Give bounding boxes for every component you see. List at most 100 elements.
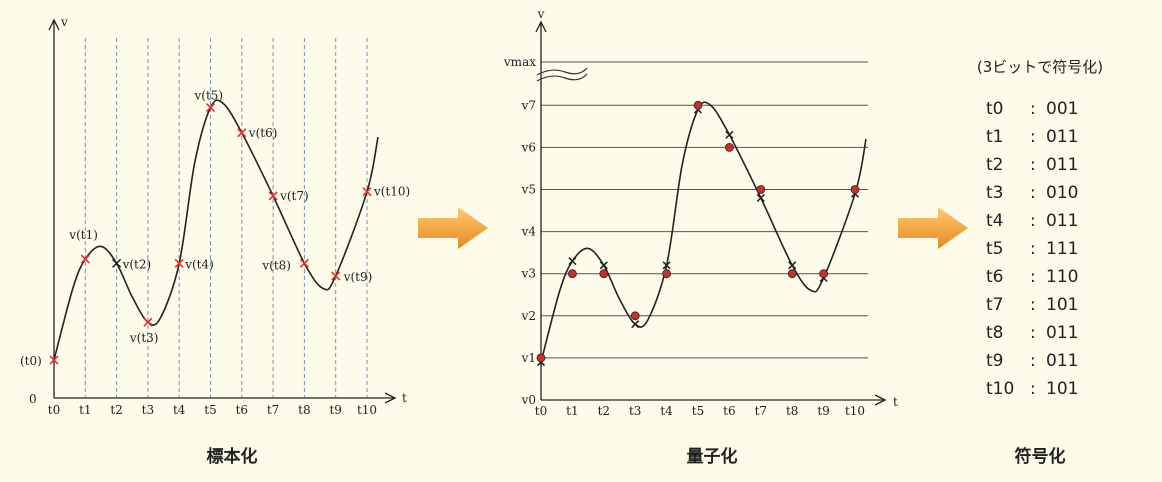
encoding-separator: :	[1030, 183, 1036, 203]
encoding-separator: :	[1030, 155, 1036, 175]
quantization-quantized-dot	[850, 185, 860, 194]
sampling-time-labels: t0 t1 t2 t3 t4 t5 t6 t7 t8 t9 t10	[48, 403, 377, 417]
encoding-separator: :	[1030, 351, 1036, 371]
sampling-x-axis-arrow	[384, 392, 397, 404]
quantization-quantized-dot	[599, 269, 609, 279]
encoding-row: t8: 011	[986, 323, 1078, 343]
sampling-sample-marker	[49, 355, 59, 365]
sampling-sample-marker	[112, 258, 122, 268]
quantization-time-label: t5	[692, 404, 704, 418]
quantization-time-label: t3	[629, 404, 641, 418]
quantization-time-labels: t0 t1 t2 t3 t4 t5 t6 t7 t8 t9 t10	[535, 404, 865, 418]
axis-break-mark	[536, 73, 588, 82]
sampling-sample-label: v(t7)	[279, 189, 309, 203]
encoding-separator: :	[1030, 379, 1036, 399]
encoding-code-value: 111	[1046, 239, 1078, 259]
sampling-time-gridlines	[84, 38, 368, 398]
sampling-time-label: t7	[267, 403, 279, 417]
quantization-actual-marker	[662, 261, 671, 270]
sampling-sample-marker-stroke	[299, 258, 309, 268]
sampling-sample-label: v(t4)	[184, 257, 214, 271]
encoding-time-label: t5	[986, 239, 1003, 259]
encoding-code-value: 010	[1046, 183, 1078, 203]
quantization-y-axis-arrow	[535, 20, 547, 33]
sampling-panel: v t 0 t0 t1 t2 t3 t4 t5 t6 t7 t8 t9 t10 (t0) v(t1) v…	[20, 15, 410, 467]
sampling-sample-marker-stroke	[237, 128, 247, 138]
encoding-row: t2: 011	[986, 155, 1078, 175]
quantization-actual-marker	[756, 193, 765, 202]
sampling-sample-marker	[299, 258, 309, 268]
quantization-actual-marker-stroke	[631, 320, 640, 329]
quantization-actual-marker-stroke	[788, 261, 797, 270]
encoding-header: (3ビットで符号化)	[977, 58, 1103, 76]
sampling-sample-marker-stroke	[143, 317, 153, 327]
quantization-quantized-dot	[568, 269, 577, 279]
quantization-actual-marker	[599, 261, 608, 270]
sampling-sample-marker	[80, 254, 90, 264]
quantization-quantized-dot	[819, 269, 828, 279]
quantization-level-label: v4	[521, 225, 537, 239]
sampling-sample-label: v(t2)	[122, 257, 152, 271]
quantization-time-label: t7	[755, 404, 767, 418]
arrow-right-icon	[898, 207, 968, 249]
quantization-actual-marker-stroke	[756, 193, 765, 202]
sampling-sample-marker-stroke	[112, 258, 122, 268]
quantization-quantized-dot	[756, 185, 766, 194]
sampling-signal-curve	[53, 99, 379, 361]
encoding-code-value: 001	[1046, 99, 1078, 119]
sampling-time-label: t9	[329, 403, 341, 417]
quantization-y-axis-label: v	[537, 7, 545, 21]
encoding-separator: :	[1030, 323, 1036, 343]
sampling-sample-marker-stroke	[331, 271, 341, 281]
sampling-time-label: t3	[142, 403, 154, 417]
sampling-time-label: t5	[204, 403, 216, 417]
encoding-separator: :	[1030, 295, 1036, 315]
encoding-separator: :	[1030, 127, 1036, 147]
sampling-sample-marker-stroke	[49, 355, 59, 365]
encoding-row: t1: 011	[986, 127, 1078, 147]
sampling-sample-label: v(t9)	[343, 270, 373, 284]
quantization-x-axis-label: t	[893, 395, 898, 409]
quantization-level-label: v5	[521, 183, 536, 197]
quantization-level-label: v6	[521, 140, 536, 154]
encoding-separator: :	[1030, 99, 1036, 119]
sampling-sample-label: v(t5)	[194, 89, 224, 103]
encoding-time-label: t4	[986, 211, 1003, 231]
sampling-sample-label: v(t8)	[261, 258, 291, 272]
sampling-y-axis-label: v	[60, 15, 68, 29]
encoding-time-label: t10	[986, 379, 1014, 399]
quantization-actual-marker	[788, 261, 797, 270]
encoding-row: t4: 011	[986, 211, 1078, 231]
quantization-level-label: v2	[521, 309, 536, 323]
sampling-sample-marker-stroke	[205, 102, 216, 113]
encoding-time-label: t1	[986, 127, 1003, 147]
quantization-x-axis-arrow	[874, 394, 887, 406]
sampling-sample-marker	[331, 271, 341, 281]
quantization-time-label: t6	[723, 404, 735, 418]
encoding-code-value: 101	[1046, 379, 1078, 399]
encoding-time-label: t2	[986, 155, 1003, 175]
encoding-time-label: t8	[986, 323, 1003, 343]
sampling-time-label: t10	[357, 403, 377, 417]
sampling-origin-label: 0	[29, 392, 37, 406]
encoding-row: t0: 001	[986, 99, 1078, 119]
sampling-sample-label: v(t3)	[129, 331, 159, 345]
sampling-sample-label: (t0)	[20, 354, 42, 368]
sampling-caption: 標本化	[207, 446, 258, 467]
encoding-row: t5: 111	[986, 239, 1078, 259]
quantization-time-label: t8	[786, 404, 798, 418]
sampling-sample-marker	[268, 191, 278, 201]
encoding-time-label: t9	[986, 351, 1003, 371]
encoding-row: t9: 011	[986, 351, 1078, 371]
encoding-separator: :	[1030, 211, 1036, 231]
quantization-quantized-dot	[787, 269, 797, 279]
encoding-separator: :	[1030, 239, 1036, 259]
quantization-actual-marker-stroke	[662, 261, 671, 270]
quantization-level-label: v7	[521, 98, 536, 112]
quantization-sample-points	[536, 100, 860, 367]
encoding-row: t6: 110	[986, 267, 1078, 287]
sampling-sample-points: (t0) v(t1) v(t2) v(t3) v(t4) v(t5) v(t6) v(t7) v…	[20, 89, 410, 369]
